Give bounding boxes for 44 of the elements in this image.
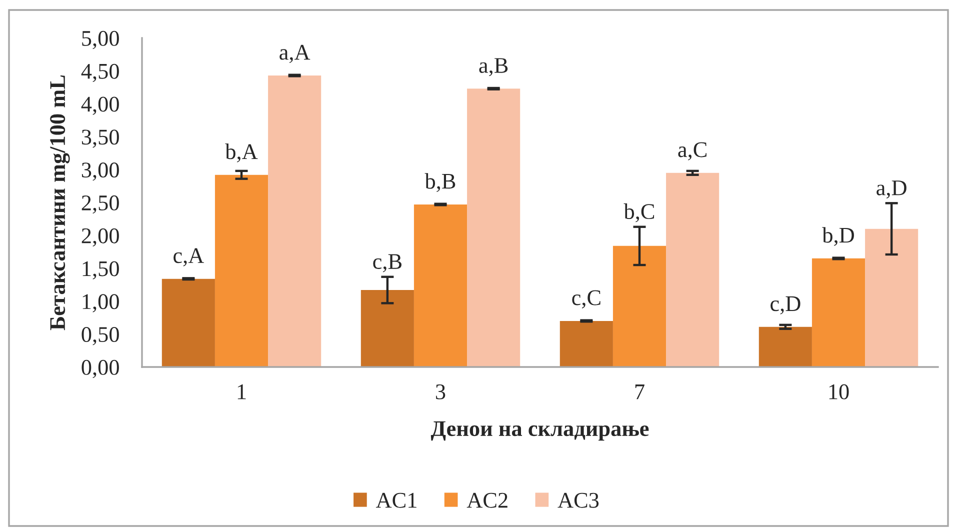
y-tick-label: 3,00	[82, 162, 119, 181]
x-tick-label: 7	[635, 384, 644, 400]
data-label: a,D	[876, 180, 906, 199]
x-axis-title: Денои на складирање	[430, 421, 649, 441]
legend-label: AC1	[376, 492, 416, 508]
data-label: a,A	[280, 44, 310, 64]
bar	[414, 204, 468, 367]
bar	[758, 326, 812, 367]
data-label: b,C	[624, 203, 654, 222]
x-tick-label: 10	[829, 384, 849, 400]
y-tick-label: 1,50	[82, 261, 119, 280]
bar	[214, 174, 268, 367]
data-label: c,D	[770, 296, 800, 314]
bar	[560, 320, 613, 367]
y-tick-label: 3,50	[82, 130, 119, 148]
bar	[865, 228, 918, 367]
y-tick-label: 1,00	[82, 294, 119, 312]
y-axis-title: Бетаксантини mg/100 mL	[50, 75, 70, 330]
data-label: b,A	[225, 144, 258, 162]
y-tick-label: 0,50	[82, 327, 119, 346]
bar	[666, 172, 720, 367]
data-label: b,D	[822, 227, 854, 246]
bar	[268, 76, 322, 367]
data-label: c,A	[174, 248, 204, 266]
data-label: a,C	[678, 142, 706, 160]
bar	[812, 258, 866, 367]
data-label: c,C	[572, 290, 600, 308]
data-label: b,B	[424, 173, 456, 192]
x-tick-label: 1	[238, 384, 246, 400]
y-tick-label: 2,00	[82, 228, 119, 247]
y-tick-label: 2,50	[82, 195, 119, 214]
y-tick-label: 5,00	[82, 30, 119, 50]
x-tick-label: 3	[436, 384, 446, 400]
y-tick-label: 4,00	[81, 96, 119, 115]
bar	[467, 88, 520, 367]
y-tick-label: 4,50	[81, 64, 119, 82]
legend-label: AC2	[466, 492, 508, 508]
data-label: a,B	[479, 58, 508, 76]
bar	[162, 278, 215, 367]
bar	[360, 290, 414, 367]
y-tick-label: 0,00	[82, 360, 119, 378]
data-label: c,B	[373, 254, 402, 272]
legend-label: AC3	[558, 492, 599, 508]
bar	[612, 246, 666, 367]
